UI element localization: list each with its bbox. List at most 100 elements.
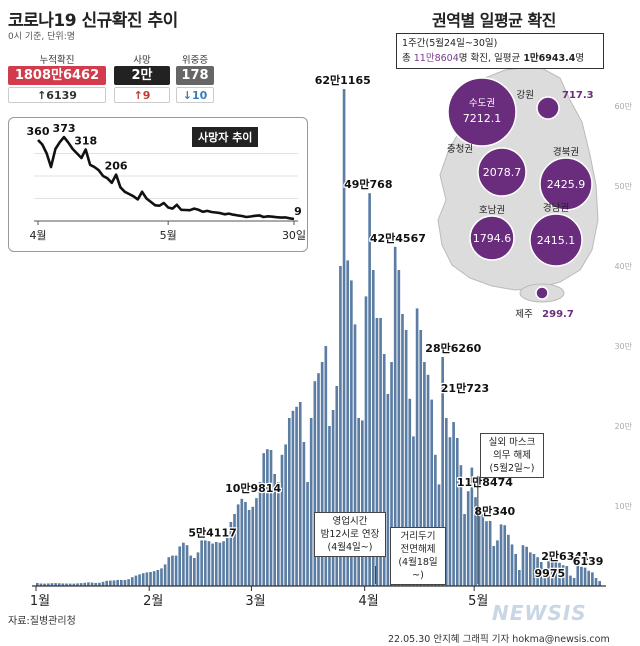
- cumulative-delta: ↑6139: [8, 87, 106, 103]
- region-name: 경남권: [543, 202, 569, 214]
- case-bar: [518, 570, 521, 586]
- newsis-logo: NEWSIS: [492, 601, 587, 625]
- case-bar: [561, 565, 565, 586]
- case-bar: [109, 580, 112, 586]
- case-bar: [466, 491, 470, 586]
- case-bar: [178, 546, 182, 586]
- case-bar: [415, 308, 419, 586]
- credit-line: 22.05.30 안지혜 그래픽 기자 hokma@newsis.com: [388, 634, 610, 645]
- case-bar: [350, 280, 353, 586]
- annotation-text: (4월4일~): [327, 542, 373, 553]
- case-bar: [539, 562, 543, 586]
- case-bar: [507, 534, 510, 586]
- y-tick-label: 40만: [614, 262, 632, 271]
- case-bar: [167, 557, 171, 586]
- case-bar: [368, 193, 371, 586]
- annotation-business-hours: 영업시간 밤12시로 연장 (4월4일~): [314, 512, 386, 557]
- region-bubble: [536, 96, 560, 120]
- case-bar: [397, 270, 401, 586]
- note-average: 1만6943.4: [523, 53, 576, 64]
- case-bar: [156, 570, 160, 586]
- case-bar: [426, 374, 430, 586]
- y-tick-label: 30만: [614, 342, 632, 351]
- region-name: 제주: [515, 309, 533, 320]
- case-bar: [269, 450, 273, 586]
- case-bar: [543, 570, 547, 586]
- region-note-period: 1주간(5월24일~30일): [402, 38, 498, 49]
- inset-data-label: 206: [105, 160, 128, 173]
- data-label: 5만4117: [188, 526, 236, 540]
- case-bar: [46, 583, 50, 586]
- case-bar: [302, 442, 306, 586]
- case-bar: [251, 506, 255, 586]
- case-bar: [149, 572, 152, 586]
- case-bar: [127, 579, 130, 586]
- case-bar: [357, 418, 360, 586]
- deaths-delta: ↑9: [114, 87, 170, 103]
- inset-x-label: 5월: [160, 229, 177, 242]
- case-bar: [554, 558, 558, 586]
- case-bar: [572, 578, 576, 586]
- note-prefix: 총: [402, 53, 414, 64]
- case-bar: [459, 465, 463, 586]
- inset-title: 사망자 추이: [192, 127, 259, 147]
- case-bar: [444, 418, 448, 586]
- annotation-text: 영업시간: [332, 516, 368, 527]
- case-bar: [54, 583, 57, 586]
- annotation-text: (5월2일~): [489, 463, 535, 474]
- region-value: 2425.9: [547, 178, 586, 191]
- critical-value: 178: [176, 66, 214, 85]
- case-bar: [130, 577, 134, 586]
- case-bar: [123, 579, 127, 586]
- case-bar: [510, 544, 514, 586]
- case-bar: [36, 582, 39, 586]
- case-bar: [200, 540, 203, 586]
- case-bar: [298, 402, 302, 586]
- annotation-distancing-lifted: 거리두기 전면해제 (4월18일~): [390, 527, 446, 585]
- case-bar: [57, 583, 61, 586]
- case-bar: [339, 266, 342, 586]
- case-bar: [335, 386, 339, 586]
- data-label: 49만768: [344, 177, 392, 191]
- case-bar: [258, 482, 262, 586]
- case-bar: [233, 514, 236, 586]
- case-bar: [43, 583, 46, 586]
- case-bar: [229, 522, 233, 586]
- case-bar: [441, 356, 444, 586]
- case-bar: [532, 554, 536, 586]
- annotation-text: 거리두기: [400, 531, 436, 542]
- case-bar: [193, 558, 196, 586]
- case-bar: [284, 444, 287, 586]
- x-tick-label: 5월: [468, 594, 488, 609]
- case-bar: [262, 453, 266, 586]
- annotation-outdoor-mask: 실외 마스크 의무 해제 (5월2일~): [480, 433, 544, 478]
- case-bar: [112, 580, 116, 586]
- case-bar: [196, 552, 200, 586]
- case-bar: [189, 555, 193, 586]
- case-bar: [346, 260, 350, 586]
- case-bar: [565, 566, 569, 586]
- case-bar: [455, 438, 459, 586]
- case-bar: [434, 454, 437, 586]
- case-bar: [72, 583, 76, 586]
- cumulative-value: 1808만6462: [8, 66, 106, 85]
- data-label: 8만340: [474, 504, 515, 518]
- case-bar: [182, 542, 185, 586]
- case-bar: [393, 246, 397, 587]
- case-bar: [492, 546, 496, 586]
- case-bar: [141, 573, 145, 586]
- case-bar: [386, 394, 390, 586]
- case-bar: [207, 541, 211, 586]
- data-label: 42만4567: [370, 231, 426, 245]
- x-tick-label: 4월: [359, 594, 379, 609]
- case-bar: [587, 570, 591, 586]
- case-bar: [313, 381, 317, 586]
- region-bubble: [535, 286, 549, 300]
- region-value: 2415.1: [537, 234, 576, 247]
- case-bar: [309, 418, 313, 586]
- x-tick-label: 1월: [30, 594, 50, 609]
- chart-title: 코로나19 신규확진 추이: [8, 11, 178, 31]
- case-bar: [277, 482, 280, 586]
- case-bar: [485, 521, 488, 586]
- case-bar: [171, 555, 174, 586]
